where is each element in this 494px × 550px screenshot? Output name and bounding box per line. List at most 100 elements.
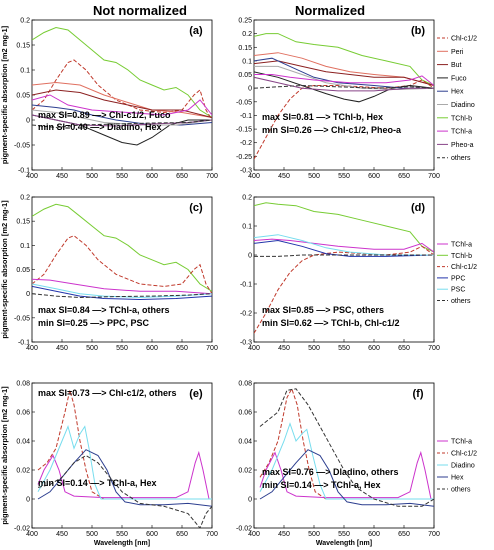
y-tick-label: 0.15 [16,219,30,226]
x-tick-label: 700 [428,531,440,538]
legend-entry: But [451,62,462,69]
legend-b: Chl-c1/2 Peri But Fuco Hex Diadino TChl-b TChl-… [437,36,477,162]
si-annotation: max SI=0.84 —> TChl-a, others [38,305,170,315]
si-annotation: min SI=0.14 —> TChl-a, Hex [262,480,381,490]
legend-entry: TChl-a [451,242,472,249]
series-line-chl-c1-2 [254,245,434,334]
series-line-diadino [259,422,434,500]
y-tick-label: 0.06 [238,410,252,417]
si-annotation: max SI=0.76 —> Dladino, others [262,467,399,477]
x-tick-label: 450 [56,173,68,180]
y-tick-label: 0.1 [242,224,252,231]
x-tick-label: 550 [338,531,350,538]
series-line-but [254,60,434,86]
series-line-tchl-b [254,202,434,253]
x-tick-label: 550 [116,345,128,352]
series-line-chl-c1-2 [254,79,434,160]
x-tick-label: 400 [26,531,38,538]
legend-entry: Diadino [451,102,475,109]
legend-entry: others [451,155,471,162]
legend-entry: TChl-b [451,253,472,260]
plot-area-d [253,196,435,343]
plot-area-b [253,19,435,171]
y-tick-label: 0.2 [242,31,252,38]
x-tick-label: 650 [398,531,410,538]
si-annotation: max SI=0.73 —> Chl-c1/2, others [38,388,177,398]
legend-entry: PPC [451,275,465,282]
plot-area-e [31,382,213,529]
x-tick-label: 700 [428,173,440,180]
x-tick-label: 400 [248,345,260,352]
x-tick-label: 700 [428,345,440,352]
x-tick-label: 600 [146,345,158,352]
y-tick-label: 0.15 [238,45,252,52]
x-tick-label: 500 [308,531,320,538]
panel-b: 400 450 500 550 600 650 700 -0.3 -0.25 -0.2 -0.15 -… [236,18,477,181]
panel-a: 400 450 500 550 600 650 700 -0.1 -0.05 0 0.05 0.1 0.… [0,18,218,181]
series-line-tchl-a [254,74,434,86]
panel-label: (c) [189,202,203,214]
series-line-others [259,388,434,507]
series-line-chl-c1-2 [32,235,212,294]
y-axis-label: pigment-specific absorption [m2 mg-1] [0,200,9,339]
x-tick-label: 700 [206,345,218,352]
legend-entry: Chl-c1/2 [451,264,477,271]
plot-area-a [31,19,213,171]
y-tick-label: -0.05 [14,315,30,322]
panel-label: (f) [413,388,424,400]
x-tick-label: 600 [368,345,380,352]
series-line-hex [254,57,434,89]
y-tick-label: 0.02 [16,468,30,475]
legend-entry: others [451,298,471,305]
y-tick-label: 0 [248,86,252,93]
y-tick-label: -0.1 [18,168,30,175]
series-line-tchl-a [254,238,434,253]
panel-f: 400 450 500 550 600 650 700 -0.02 0 0.02 0.04 0.06 0… [236,381,477,548]
series-line-tchl-b [32,203,212,292]
y-tick-label: 0.05 [16,93,30,100]
y-tick-label: 0.2 [20,18,30,25]
si-annotation: min SI=0.25 —> PPC, PSC [38,318,150,328]
y-tick-label: -0.15 [236,127,252,134]
x-tick-label: 550 [338,173,350,180]
x-tick-label: 400 [248,173,260,180]
y-axis-label: pigment-specific absorption [m2 mg-1] [0,25,9,164]
x-tick-label: 600 [368,173,380,180]
legend-entry: Diadino [451,463,475,470]
x-axis-label: Wavelength [nm] [316,540,372,547]
series-line-others [32,119,212,129]
x-tick-label: 400 [26,173,38,180]
y-tick-label: 0.05 [238,72,252,79]
series-line-tchl-b [254,33,434,86]
legend-entry: Chl-c1/2 [451,36,477,43]
x-tick-label: 650 [176,173,188,180]
panels: 400 450 500 550 600 650 700 -0.1 -0.05 0 0.05 0.1 0.… [0,18,477,548]
series-line-others [254,84,434,89]
legend-entry: TChl-a [451,129,472,136]
series-line-chl-c1-2 [32,59,212,121]
panel-c: 400 450 500 550 600 650 700 -0.1 -0.05 0 0.05 0.1 0.… [0,195,218,353]
series-line-others [254,254,434,257]
y-tick-label: -0.1 [240,282,252,289]
series-line-tchl-a [37,450,212,500]
panel-label: (b) [411,25,425,37]
legend-d: TChl-a TChl-b Chl-c1/2 PPC PSC others [437,242,477,305]
y-tick-label: -0.05 [236,99,252,106]
series-line-ppc [254,239,434,257]
series-line-diadino [37,424,212,500]
x-tick-label: 500 [86,345,98,352]
x-tick-label: 400 [26,345,38,352]
x-tick-label: 650 [398,345,410,352]
y-tick-label: 0.08 [238,381,252,388]
x-tick-label: 700 [206,173,218,180]
y-tick-label: -0.3 [240,340,252,347]
y-tick-label: 0.1 [242,58,252,65]
y-tick-label: -0.1 [18,340,30,347]
si-annotation: max SI=0.89 —> Chl-c1/2, Fuco [38,110,171,120]
series-line-pheo-a [254,76,434,92]
y-axis-label: pigment-specific absorption [m2 mg-1] [0,386,9,525]
series-line-but [32,89,212,118]
y-tick-label: 0 [26,118,30,125]
y-tick-label: -0.02 [14,526,30,533]
